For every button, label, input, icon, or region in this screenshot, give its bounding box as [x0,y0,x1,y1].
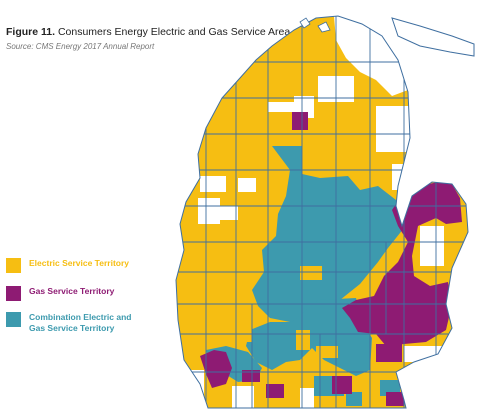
gas-territory-region [386,392,404,406]
non-served-area [216,206,238,220]
electric-territory-region [316,346,338,358]
non-served-area [180,370,204,408]
non-served-area [404,346,450,362]
legend-label-electric: Electric Service Territory [29,258,130,268]
electric-territory-region [226,310,252,342]
non-served-area [420,226,444,266]
electric-territory-region [296,330,310,350]
combination-territory-region [346,392,362,406]
legend-swatch-combination [6,312,21,327]
gas-territory-region [292,112,308,130]
legend-item-gas: Gas Service Territory [6,286,147,301]
gas-territory-region [376,344,402,362]
gas-territory-region [266,384,284,398]
island-outline [317,21,331,33]
lower-peninsula-outline [175,15,469,409]
legend-label-combination: Combination Electric and Gas Service Ter… [29,312,132,333]
gas-territory-region [332,376,352,394]
non-served-area [238,178,256,192]
combination-territory-region [252,146,404,322]
legend-item-electric: Electric Service Territory [6,258,147,273]
gas-territory-region [200,350,232,388]
non-served-area [300,388,314,408]
non-served-area [376,106,410,152]
legend-label-gas: Gas Service Territory [29,286,115,296]
electric-territory-region [300,266,322,280]
island-outline [299,17,311,29]
figure-header: Figure 11. Consumers Energy Electric and… [6,26,306,51]
legend-item-combination: Combination Electric and Gas Service Ter… [6,312,147,334]
legend-swatch-gas [6,286,21,301]
map-fill [176,16,468,408]
upper-peninsula-outline [391,17,475,57]
non-served-area [200,176,226,192]
gas-territory-region [242,370,260,382]
non-served-area [232,386,254,408]
non-served-area [268,102,294,112]
figure-title-text: Consumers Energy Electric and Gas Servic… [57,26,291,38]
figure-source: Source: CMS Energy 2017 Annual Report [6,42,155,51]
non-served-area [198,198,220,224]
gas-territory-region [342,182,462,346]
legend-swatch-electric [6,258,21,273]
figure-title: Figure 11. Consumers Energy Electric and… [6,26,306,38]
figure-number: Figure 11. [6,26,56,38]
